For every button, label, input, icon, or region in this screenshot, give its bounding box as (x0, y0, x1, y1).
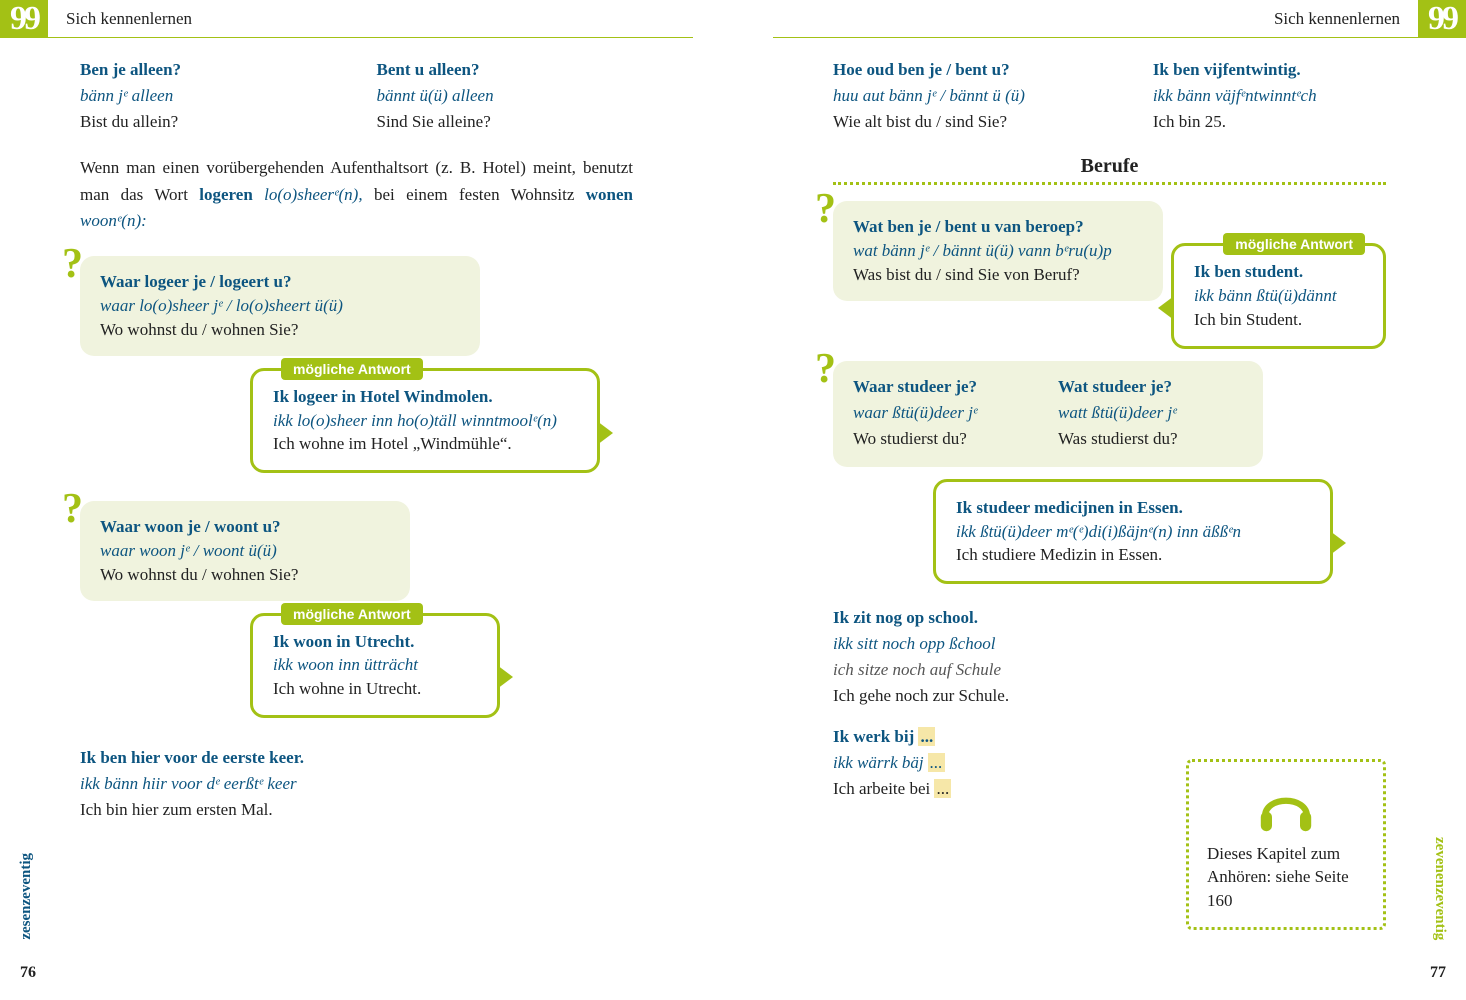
nl-text: Waar logeer je / logeert u? (100, 270, 460, 294)
de-text: Ich bin 25. (1153, 110, 1386, 134)
pron-text: bänn jᵉ alleen (80, 84, 337, 108)
phrase: Ik werk bij ... ikk wärrk bäj ... Ich ar… (833, 725, 1133, 800)
answer-bubble: mögliche Antwort Ik woon in Utrecht. ikk… (250, 613, 500, 718)
page-left: 99 Sich kennenlernen Ben je alleen? bänn… (0, 0, 733, 1000)
answer-bubble: Ik studeer medicijnen in Essen. ikk ßtü(… (933, 479, 1333, 584)
de-text: Ich bin Student. (1194, 308, 1363, 332)
left-content: Ben je alleen? bänn jᵉ alleen Bist du al… (0, 58, 693, 821)
side-label: zesenzeventig (18, 853, 35, 940)
audio-text: Dieses Kapitel zum Anhören: siehe Seite … (1207, 842, 1365, 913)
phrase: Waar studeer je? waar ßtü(ü)deer jᵉ Wo s… (853, 375, 1038, 452)
de-text: Ich gehe noch zur Schule. (833, 684, 1133, 708)
page-right: Sich kennenlernen 99 Hoe oud ben je / be… (733, 0, 1466, 1000)
nl-text: Ben je alleen? (80, 58, 337, 82)
answer-label: mögliche Antwort (281, 603, 423, 625)
nl-text: Ik werk bij ... (833, 725, 1133, 749)
nl-text: Hoe oud ben je / bent u? (833, 58, 1113, 82)
header-title: Sich kennenlernen (1256, 9, 1418, 29)
pron-text: waar lo(o)sheer jᵉ / lo(o)sheert ü(ü) (100, 294, 460, 318)
phrase: Bent u alleen? bännt ü(ü) alleen Sind Si… (377, 58, 634, 135)
header: 99 Sich kennenlernen (0, 0, 693, 38)
nl-text: Bent u alleen? (377, 58, 634, 82)
lit-text: ich sitze noch auf Schule (833, 658, 1133, 682)
pron-text: waar ßtü(ü)deer jᵉ (853, 401, 1038, 425)
nl-text: Ik ben hier voor de eerste keer. (80, 746, 633, 770)
pron-text: waar woon jᵉ / woont ü(ü) (100, 539, 390, 563)
answer-label: mögliche Antwort (1223, 233, 1365, 255)
pron-text: ikk lo(o)sheer inn ho(o)täll winntmoolᵉ(… (273, 409, 577, 433)
phrase: Hoe oud ben je / bent u? huu aut bänn jᵉ… (833, 58, 1113, 135)
nl-text: Ik ben student. (1194, 260, 1363, 284)
de-text: Wo wohnst du / wohnen Sie? (100, 563, 390, 587)
question-mark-icon: ? (815, 185, 836, 233)
de-text: Ich wohne im Hotel „Windmühle“. (273, 432, 577, 456)
pron-text: ikk wärrk bäj ... (833, 751, 1133, 775)
de-text: Was bist du / sind Sie von Beruf? (853, 263, 1143, 287)
answer-label: mögliche Antwort (281, 358, 423, 380)
de-text: Ich arbeite bei ... (833, 777, 1133, 801)
nl-text: Ik studeer medicijnen in Essen. (956, 496, 1310, 520)
pron-text: ikk bänn ßtü(ü)dännt (1194, 284, 1363, 308)
phrase-row: Hoe oud ben je / bent u? huu aut bänn jᵉ… (833, 58, 1386, 135)
question-bubble: ? Waar studeer je? waar ßtü(ü)deer jᵉ Wo… (833, 361, 1263, 466)
nl-text: Ik zit nog op school. (833, 606, 1133, 630)
phrase-row: Ben je alleen? bänn jᵉ alleen Bist du al… (80, 58, 633, 135)
dotted-rule (833, 182, 1386, 185)
answer-bubble: mögliche Antwort Ik logeer in Hotel Wind… (250, 368, 600, 473)
pron-text: bännt ü(ü) alleen (377, 84, 634, 108)
side-label: zevenenzeventig (1431, 837, 1448, 940)
nl-text: Ik woon in Utrecht. (273, 630, 477, 654)
phrase: Ik zit nog op school. ikk sitt noch opp … (833, 606, 1133, 707)
nl-text: Ik logeer in Hotel Windmolen. (273, 385, 577, 409)
headphone-icon (1251, 776, 1321, 836)
question-mark-icon: ? (815, 345, 836, 393)
nl-text: Wat studeer je? (1058, 375, 1243, 399)
question-bubble: ? Wat ben je / bent u van beroep? wat bä… (833, 201, 1163, 300)
pron-text: ikk bänn väjfᵉntwinntᵉch (1153, 84, 1386, 108)
pron-text: wat bänn jᵉ / bännt ü(ü) vann bᵉru(u)p (853, 239, 1143, 263)
quote-icon: 99 (0, 0, 48, 38)
header-title: Sich kennenlernen (48, 9, 210, 29)
pron-text: ikk sitt noch opp ßchool (833, 632, 1133, 656)
de-text: Wie alt bist du / sind Sie? (833, 110, 1113, 134)
quote-icon: 99 (1418, 0, 1466, 38)
question-bubble: ? Waar logeer je / logeert u? waar lo(o)… (80, 256, 480, 355)
phrase: Ben je alleen? bänn jᵉ alleen Bist du al… (80, 58, 337, 135)
question-bubble: ? Waar woon je / woont u? waar woon jᵉ /… (80, 501, 410, 600)
audio-box: Dieses Kapitel zum Anhören: siehe Seite … (1186, 759, 1386, 930)
nl-text: Waar studeer je? (853, 375, 1038, 399)
question-mark-icon: ? (62, 240, 83, 288)
de-text: Ich bin hier zum ersten Mal. (80, 798, 633, 822)
phrase: Ik ben hier voor de eerste keer. ikk bän… (80, 746, 633, 821)
pron-text: huu aut bänn jᵉ / bännt ü (ü) (833, 84, 1113, 108)
page-number: 77 (1430, 964, 1446, 982)
nl-text: Ik ben vijfentwintig. (1153, 58, 1386, 82)
de-text: Sind Sie alleine? (377, 110, 634, 134)
nl-text: Waar woon je / woont u? (100, 515, 390, 539)
de-text: Wo studierst du? (853, 427, 1038, 451)
answer-bubble: mögliche Antwort Ik ben student. ikk bän… (1171, 243, 1386, 348)
de-text: Ich studiere Medizin in Essen. (956, 543, 1310, 567)
de-text: Was studierst du? (1058, 427, 1243, 451)
nl-text: Wat ben je / bent u van beroep? (853, 215, 1143, 239)
pron-text: watt ßtü(ü)deer jᵉ (1058, 401, 1243, 425)
paragraph: Wenn man einen vorübergehenden Aufenthal… (80, 155, 633, 234)
header: Sich kennenlernen 99 (773, 0, 1466, 38)
de-text: Ich wohne in Utrecht. (273, 677, 477, 701)
right-content: Hoe oud ben je / bent u? huu aut bänn jᵉ… (773, 58, 1466, 801)
pron-text: ikk woon inn ütträcht (273, 653, 477, 677)
pron-text: ikk bänn hiir voor dᵉ eerßtᵉ keer (80, 772, 633, 796)
section-title: Berufe (833, 155, 1386, 178)
phrase: Ik ben vijfentwintig. ikk bänn väjfᵉntwi… (1153, 58, 1386, 135)
pron-text: ikk ßtü(ü)deer mᵉ(ᵉ)di(i)ßäjnᵉ(n) inn äß… (956, 520, 1310, 544)
page-number: 76 (20, 964, 36, 982)
de-text: Bist du allein? (80, 110, 337, 134)
de-text: Wo wohnst du / wohnen Sie? (100, 318, 460, 342)
phrase: Wat studeer je? watt ßtü(ü)deer jᵉ Was s… (1058, 375, 1243, 452)
question-mark-icon: ? (62, 485, 83, 533)
